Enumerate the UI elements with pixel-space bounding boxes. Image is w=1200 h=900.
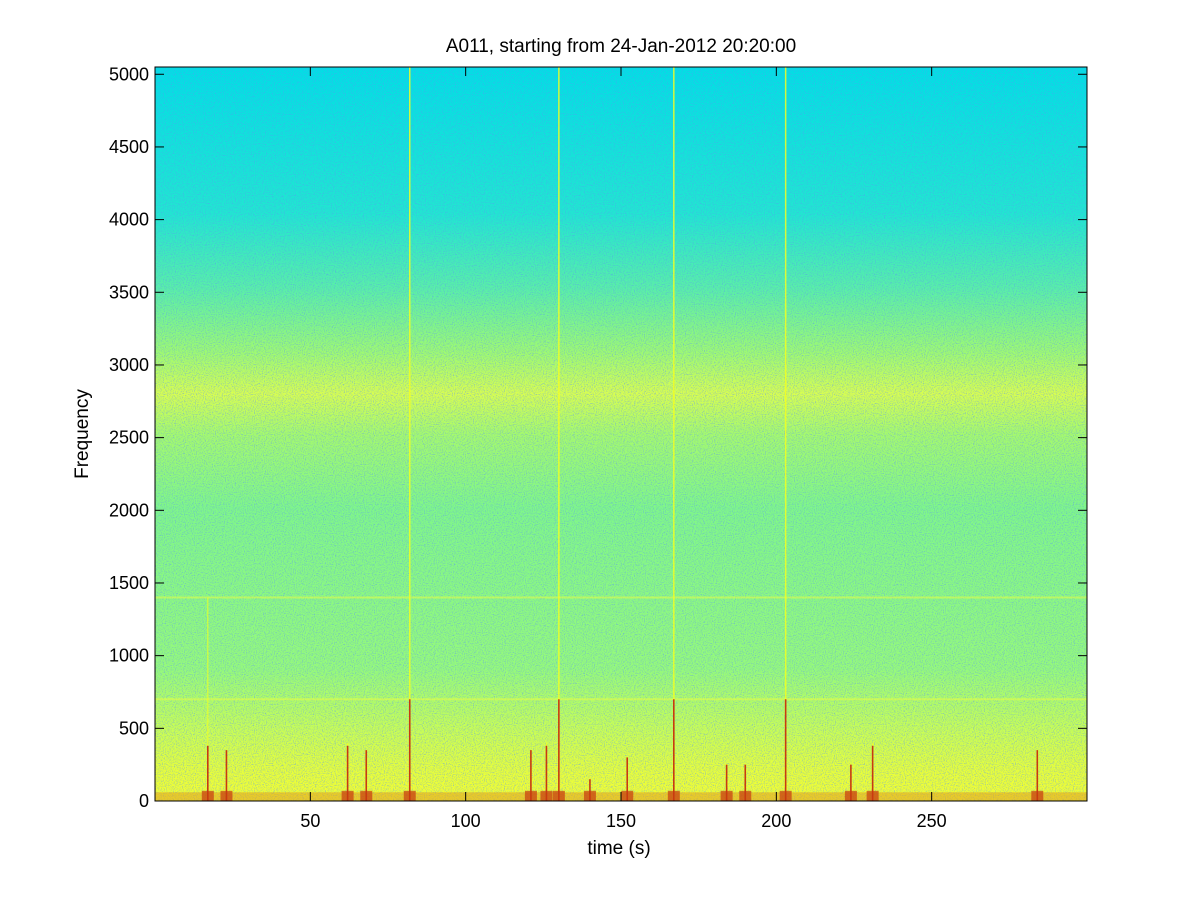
y-axis: 0 500 1000 1500 2000 2500 3000 3500 4000 4500 5000 bbox=[109, 64, 1087, 811]
transient-base bbox=[524, 790, 537, 801]
transient-base bbox=[552, 790, 565, 801]
transient-base bbox=[360, 790, 373, 801]
transient-base bbox=[621, 790, 634, 801]
transient-base bbox=[866, 790, 879, 801]
transient-base bbox=[720, 790, 733, 801]
y-tick-label: 2000 bbox=[109, 500, 149, 520]
y-tick-label: 0 bbox=[139, 791, 149, 811]
transient-base bbox=[583, 790, 596, 801]
y-tick-label: 1500 bbox=[109, 573, 149, 593]
y-tick-label: 4000 bbox=[109, 210, 149, 230]
x-tick-label: 150 bbox=[606, 811, 636, 831]
transient-base bbox=[1031, 790, 1044, 801]
y-tick-label: 500 bbox=[119, 718, 149, 738]
y-tick-label: 4500 bbox=[109, 137, 149, 157]
plot-area bbox=[155, 67, 1087, 801]
y-tick-label: 5000 bbox=[109, 64, 149, 84]
transient-base bbox=[201, 790, 214, 801]
spectrogram-noise bbox=[155, 67, 1087, 801]
transient-base bbox=[403, 790, 416, 801]
transient-events bbox=[201, 67, 1044, 801]
x-tick-label: 200 bbox=[761, 811, 791, 831]
transient-base bbox=[779, 790, 792, 801]
transient-base bbox=[739, 790, 752, 801]
y-tick-label: 1000 bbox=[109, 646, 149, 666]
x-tick-label: 50 bbox=[300, 811, 320, 831]
y-tick-label: 2500 bbox=[109, 428, 149, 448]
transient-base bbox=[341, 790, 354, 801]
x-tick-label: 100 bbox=[451, 811, 481, 831]
y-tick-label: 3000 bbox=[109, 355, 149, 375]
y-axis-label: Frequency bbox=[72, 389, 93, 479]
x-axis: 50 100 150 200 250 bbox=[300, 67, 947, 831]
chart-title: A011, starting from 24-Jan-2012 20:20:00 bbox=[446, 36, 796, 57]
x-tick-label: 250 bbox=[917, 811, 947, 831]
transient-base bbox=[220, 790, 233, 801]
x-axis-label: time (s) bbox=[587, 838, 650, 859]
y-tick-label: 3500 bbox=[109, 282, 149, 302]
transient-base bbox=[844, 790, 857, 801]
transient-base bbox=[667, 790, 680, 801]
transient-base bbox=[540, 790, 553, 801]
